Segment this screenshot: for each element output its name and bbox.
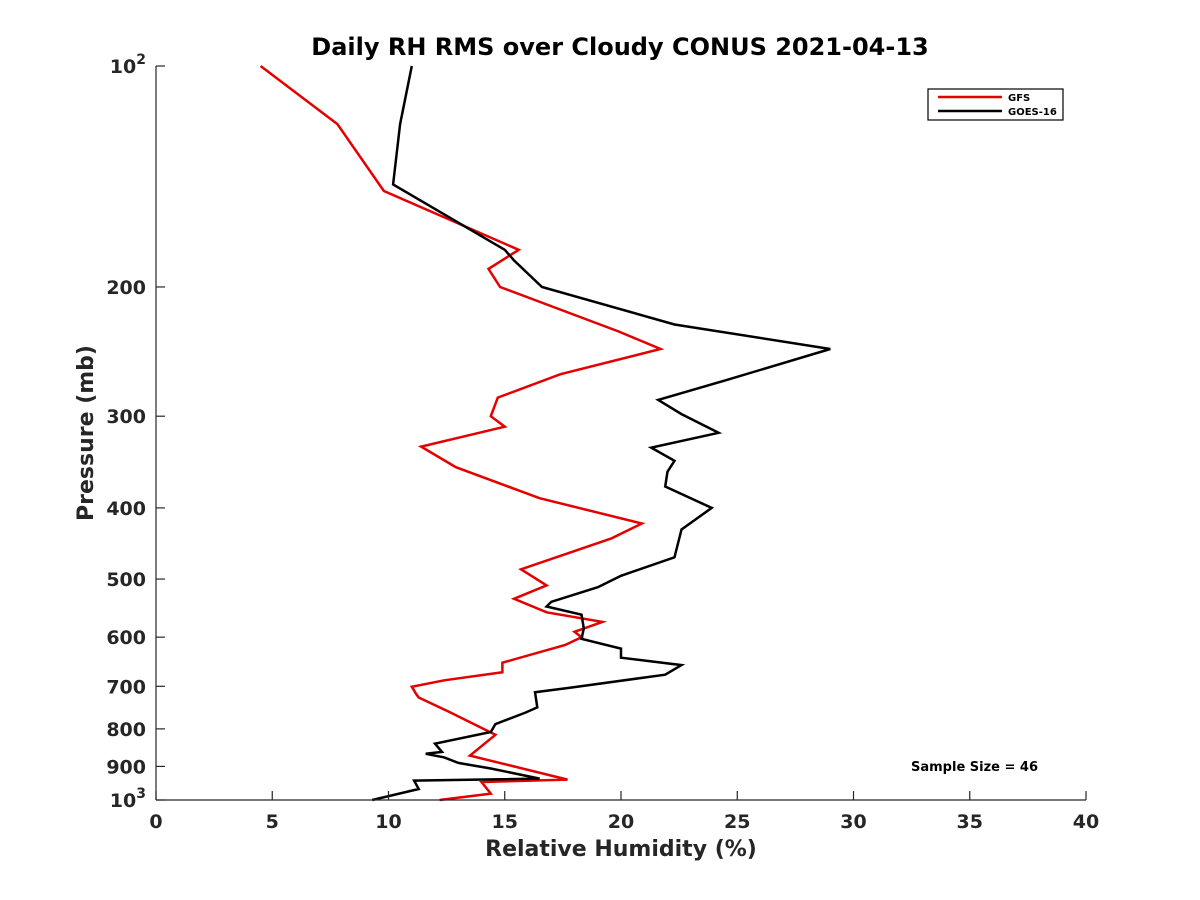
y-tick-label: 103 [110,786,146,812]
x-tick-label: 0 [149,811,162,833]
x-tick-label: 10 [375,811,401,833]
x-tick-label: 30 [840,811,866,833]
y-tick-label: 400 [106,498,146,520]
x-tick-label: 40 [1073,811,1099,833]
legend-box [927,88,1064,121]
series-layer [259,65,831,802]
y-tick-label: 300 [106,406,146,428]
x-tick-label: 25 [724,811,750,833]
x-tick-label: 35 [957,811,983,833]
y-tick-label: 200 [106,277,146,299]
legend-gfs-label: GFS [1008,93,1030,104]
y-tick-label: 500 [106,569,146,591]
y-tick-label: 102 [110,52,146,78]
y-tick-label: 700 [106,676,146,698]
y-axis-label: Pressure (mb) [74,345,99,521]
x-axis-label: Relative Humidity (%) [485,837,757,862]
x-tick-label: 15 [492,811,518,833]
x-tick-label: 20 [608,811,634,833]
series-line-goes-16 [371,65,831,802]
y-tick-label: 900 [106,756,146,778]
legend-goes16-label: GOES-16 [1008,107,1057,118]
y-tick-label: 800 [106,719,146,741]
chart-title: Daily RH RMS over Cloudy CONUS 2021-04-1… [311,33,928,61]
series-line-gfs [259,65,665,802]
y-tick-group: 102 200 300 400 500 600 700 800 900 103 [106,52,165,812]
x-tick-label: 5 [266,811,279,833]
x-tick-group: 0 5 10 15 20 25 30 35 40 [149,791,1099,833]
sample-size-annotation: Sample Size = 46 [911,760,1038,775]
y-tick-label: 600 [106,627,146,649]
legend: GFS GOES-16 [927,88,1064,121]
